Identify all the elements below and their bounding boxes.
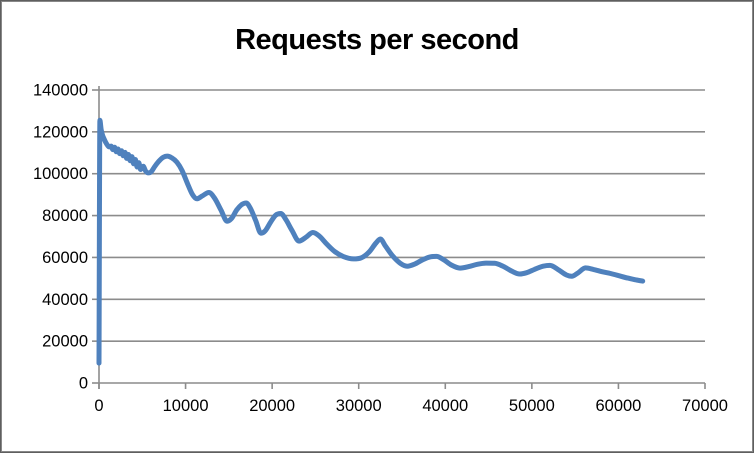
x-tick-label: 0 xyxy=(94,397,103,415)
y-tick-label: 100000 xyxy=(33,165,88,183)
x-tick-label: 20000 xyxy=(249,397,295,415)
x-tick-label: 50000 xyxy=(509,397,555,415)
series-line-requests-per-second xyxy=(96,117,646,366)
y-tick-label: 20000 xyxy=(42,333,88,351)
y-tick-label: 40000 xyxy=(42,291,88,309)
x-tick-label: 70000 xyxy=(682,397,728,415)
x-tick-label: 10000 xyxy=(163,397,209,415)
x-tick-label: 30000 xyxy=(336,397,382,415)
y-tick-label: 0 xyxy=(79,375,88,393)
y-tick-label: 80000 xyxy=(42,207,88,225)
x-tick-label: 60000 xyxy=(595,397,641,415)
y-tick-label: 120000 xyxy=(33,123,88,141)
x-tick-label: 40000 xyxy=(422,397,468,415)
chart-title: Requests per second xyxy=(235,24,519,56)
y-tick-label: 60000 xyxy=(42,249,88,267)
y-tick-label: 140000 xyxy=(33,82,88,100)
